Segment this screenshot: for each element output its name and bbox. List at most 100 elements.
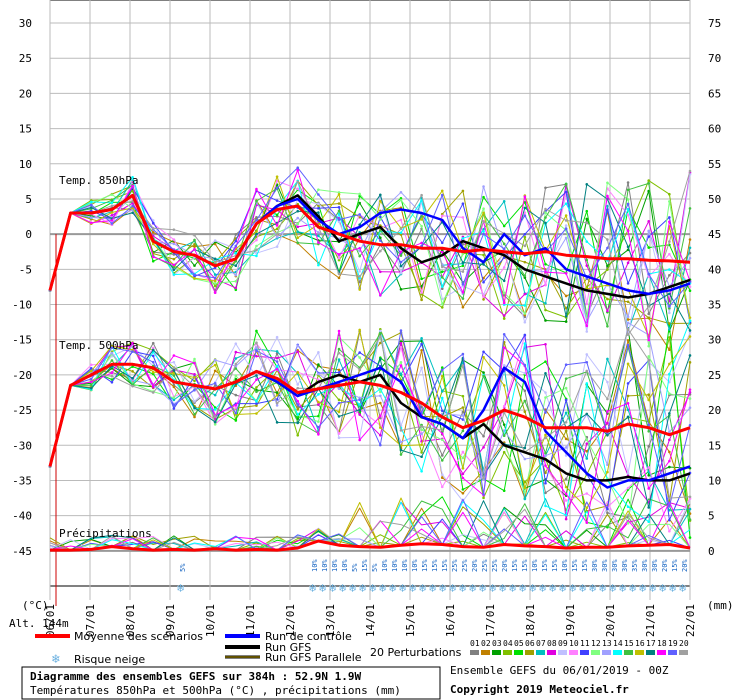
snowflake-icon: ❄ [379, 581, 386, 595]
x-tick-label: 15/01 [404, 604, 417, 637]
perturbation-850-line-point [399, 271, 403, 275]
perturbation-500-line-point [296, 403, 300, 406]
perturbation-500-line-point [275, 350, 279, 353]
perturbation-850-line-point [523, 244, 527, 248]
perturbation-850-line-point [151, 221, 155, 225]
perturbation-850-line-point [337, 256, 341, 260]
snowflake-icon: ❄ [419, 581, 426, 595]
perturbation-500-line-point [275, 352, 279, 355]
perturbation-500-line-point [461, 491, 465, 495]
perturbation-850-line-point [379, 229, 382, 232]
perturbation-swatch [613, 650, 622, 655]
perturbation-850-line-point [275, 186, 279, 190]
perturbation-500-line-point [379, 329, 382, 333]
perturbation-500-line-point [461, 394, 465, 398]
perturbation-500-line-point [379, 394, 382, 398]
perturbation-850-line-point [544, 301, 547, 305]
perturbation-500-line-point [461, 488, 465, 491]
perturbation-850-line-point [399, 218, 403, 222]
perturbation-850-line-point [626, 245, 630, 249]
perturbation-500-line-point [626, 394, 630, 398]
perturbation-850-line-point [234, 239, 238, 243]
perturbation-500-line-point [626, 401, 630, 405]
x-tick-label: 20/01 [604, 604, 617, 637]
perturbation-850-line-point [461, 242, 465, 246]
perturbation-500-line-point [461, 429, 465, 433]
perturbation-850-line-point [399, 250, 403, 253]
perturbation-850-line-point [151, 259, 155, 263]
perturbation-850-line-point [482, 229, 485, 233]
perturbation-850-line-point [523, 304, 527, 307]
perturbation-850-line-point [193, 248, 196, 251]
y-right-tick: 15 [708, 439, 721, 452]
perturbation-850-line-point [131, 204, 134, 208]
perturbation-number: 05 [514, 639, 524, 648]
perturbation-850-line-point [461, 264, 465, 268]
snowflake-icon: ❄ [579, 581, 586, 595]
perturbation-850-line-point [337, 220, 341, 224]
perturbation-850-line-point [461, 202, 465, 206]
perturbation-500-line-point [255, 354, 258, 358]
perturbation-850-line-point [482, 253, 485, 257]
y-left-tick: 20 [19, 87, 32, 100]
perturbation-850-line-point [275, 213, 279, 217]
perturbation-850-line-point [296, 230, 300, 234]
perturbation-850-line-point [255, 232, 258, 236]
perturbation-500-line-point [502, 489, 506, 493]
perturbation-850-line-point [420, 298, 423, 302]
perturbation-500-line-point [544, 360, 547, 363]
perturbation-500-line-point [337, 371, 341, 374]
perturbation-500-line-point [89, 383, 93, 387]
snowflake-icon: ❄ [177, 581, 184, 595]
perturbation-500-line-point [688, 424, 692, 427]
perturbation-850-line-point [482, 280, 485, 284]
perturbation-850-line-point [296, 209, 300, 213]
perturbation-number: 15 [624, 639, 634, 648]
perturbation-850-line-point [358, 270, 361, 273]
perturbation-500-line-point [234, 393, 238, 397]
perturbation-850-line-point [151, 231, 155, 234]
perturbation-500-line-point [89, 363, 93, 367]
perturbation-500-line-point [564, 513, 568, 517]
perturbation-850-line-point [89, 216, 93, 219]
snowflake-icon: ❄ [539, 581, 546, 595]
snow-risk-pct: 30% [621, 559, 629, 572]
perturbation-850-line-point [337, 218, 341, 221]
y-right-tick: 35 [708, 299, 721, 312]
perturbation-500-line-point [606, 507, 609, 511]
perturbation-850-line-point [317, 211, 320, 214]
perturbation-850-line-point [337, 258, 341, 262]
perturbation-500-line-point [502, 450, 506, 454]
perturbation-850-line-point [626, 333, 630, 337]
perturbation-850-line-point [172, 263, 176, 267]
perturbation-500-line-point [296, 408, 300, 411]
perturbation-500-line-point [420, 455, 423, 459]
perturbation-500-line-point [358, 408, 361, 412]
perturbation-number: 07 [536, 639, 546, 648]
perturbation-850-line-point [502, 294, 506, 297]
perturbation-500-line-point [544, 454, 547, 457]
perturbation-850-line-point [110, 204, 114, 208]
perturbation-850-line-point [317, 202, 320, 206]
snowflake-icon: ❄ [319, 581, 326, 595]
perturbation-500-line-point [379, 401, 382, 405]
perturbation-850-line-point [523, 235, 527, 239]
x-tick-label: 21/01 [644, 604, 657, 637]
snow-risk-pct: 10% [331, 559, 339, 572]
perturbation-500-line-point [131, 378, 134, 382]
perturbation-500-line-point [151, 383, 155, 387]
perturbation-500-line-point [213, 381, 217, 385]
perturbation-850-line-point [461, 252, 465, 256]
perturbation-500-line-point [606, 397, 609, 401]
perturbation-850-line-point [564, 294, 568, 298]
perturbation-850-line-point [399, 231, 403, 235]
perturbation-500-line-point [213, 363, 217, 367]
perturbation-500-line-point [131, 384, 134, 388]
perturbation-500-line-point [688, 331, 692, 334]
perturbation-500-line-point [626, 362, 630, 366]
perturbation-850-line [49, 187, 691, 323]
perturbation-500-line-point [255, 374, 258, 377]
perturbation-500-line-point [564, 454, 568, 457]
perturbation-swatch [668, 650, 677, 655]
perturbation-500-line-point [110, 380, 114, 384]
